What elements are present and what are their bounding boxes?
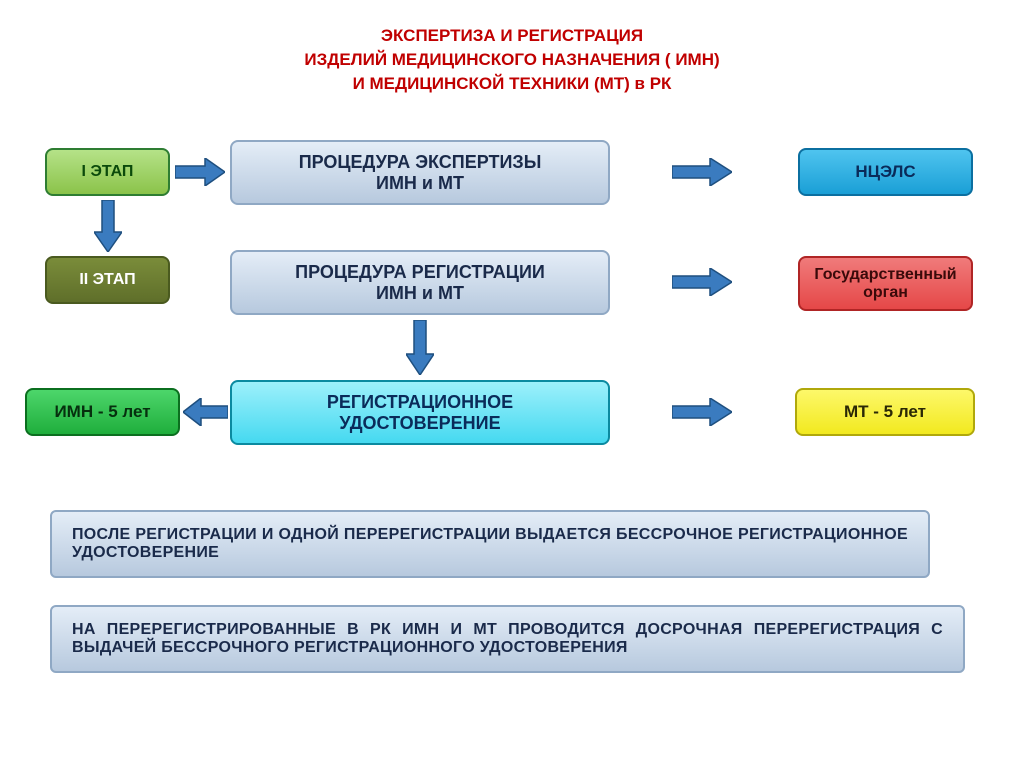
arrow-proc2-gov <box>672 268 732 296</box>
node-stage-2: II ЭТАП <box>45 256 170 304</box>
note-2-text: НА ПЕРЕРЕГИСТРИРОВАННЫЕ В РК ИМН И МТ ПР… <box>72 621 943 656</box>
node-government-body: Государственный орган <box>798 256 973 311</box>
note-reregistration: НА ПЕРЕРЕГИСТРИРОВАННЫЕ В РК ИМН И МТ ПР… <box>50 605 965 673</box>
imn5-label: ИМН - 5 лет <box>54 402 150 422</box>
cert-line-1: РЕГИСТРАЦИОННОЕ <box>327 392 513 412</box>
proc1-line-1: ПРОЦЕДУРА ЭКСПЕРТИЗЫ <box>299 152 542 172</box>
arrow-proc1-nce <box>672 158 732 186</box>
node-mt-5-years: МТ - 5 лет <box>795 388 975 436</box>
arrow-cert-imn5 <box>183 398 228 426</box>
proc1-line-2: ИМН и МТ <box>376 173 464 193</box>
arrow-stage1-stage2 <box>94 200 122 252</box>
proc2-line-2: ИМН и МТ <box>376 283 464 303</box>
note-1-text: ПОСЛЕ РЕГИСТРАЦИИ И ОДНОЙ ПЕРЕРЕГИСТРАЦИ… <box>72 526 908 561</box>
node-imn-5-years: ИМН - 5 лет <box>25 388 180 436</box>
title-line-2: ИЗДЕЛИЙ МЕДИЦИНСКОГО НАЗНАЧЕНИЯ ( ИМН) <box>304 50 719 69</box>
node-stage-1: I ЭТАП <box>45 148 170 196</box>
node-procedure-expertise: ПРОЦЕДУРА ЭКСПЕРТИЗЫ ИМН и МТ <box>230 140 610 205</box>
diagram-title: ЭКСПЕРТИЗА И РЕГИСТРАЦИЯ ИЗДЕЛИЙ МЕДИЦИН… <box>0 0 1024 95</box>
node-procedure-registration: ПРОЦЕДУРА РЕГИСТРАЦИИ ИМН и МТ <box>230 250 610 315</box>
node-stage-2-label: II ЭТАП <box>79 271 135 289</box>
note-after-registration: ПОСЛЕ РЕГИСТРАЦИИ И ОДНОЙ ПЕРЕРЕГИСТРАЦИ… <box>50 510 930 578</box>
mt5-label: МТ - 5 лет <box>844 402 926 422</box>
cert-line-2: УДОСТОВЕРЕНИЕ <box>339 413 500 433</box>
node-ncels: НЦЭЛС <box>798 148 973 196</box>
gov-line-1: Государственный <box>814 266 956 283</box>
node-registration-certificate: РЕГИСТРАЦИОННОЕ УДОСТОВЕРЕНИЕ <box>230 380 610 445</box>
nce-label: НЦЭЛС <box>855 162 915 182</box>
arrow-stage1-proc1 <box>175 158 225 186</box>
proc2-line-1: ПРОЦЕДУРА РЕГИСТРАЦИИ <box>295 262 545 282</box>
gov-line-2: орган <box>863 284 908 301</box>
arrow-proc2-cert <box>406 320 434 375</box>
node-stage-1-label: I ЭТАП <box>82 163 134 181</box>
title-line-1: ЭКСПЕРТИЗА И РЕГИСТРАЦИЯ <box>381 26 643 45</box>
arrow-cert-mt5 <box>672 398 732 426</box>
title-line-3: И МЕДИЦИНСКОЙ ТЕХНИКИ (МТ) в РК <box>353 74 672 93</box>
